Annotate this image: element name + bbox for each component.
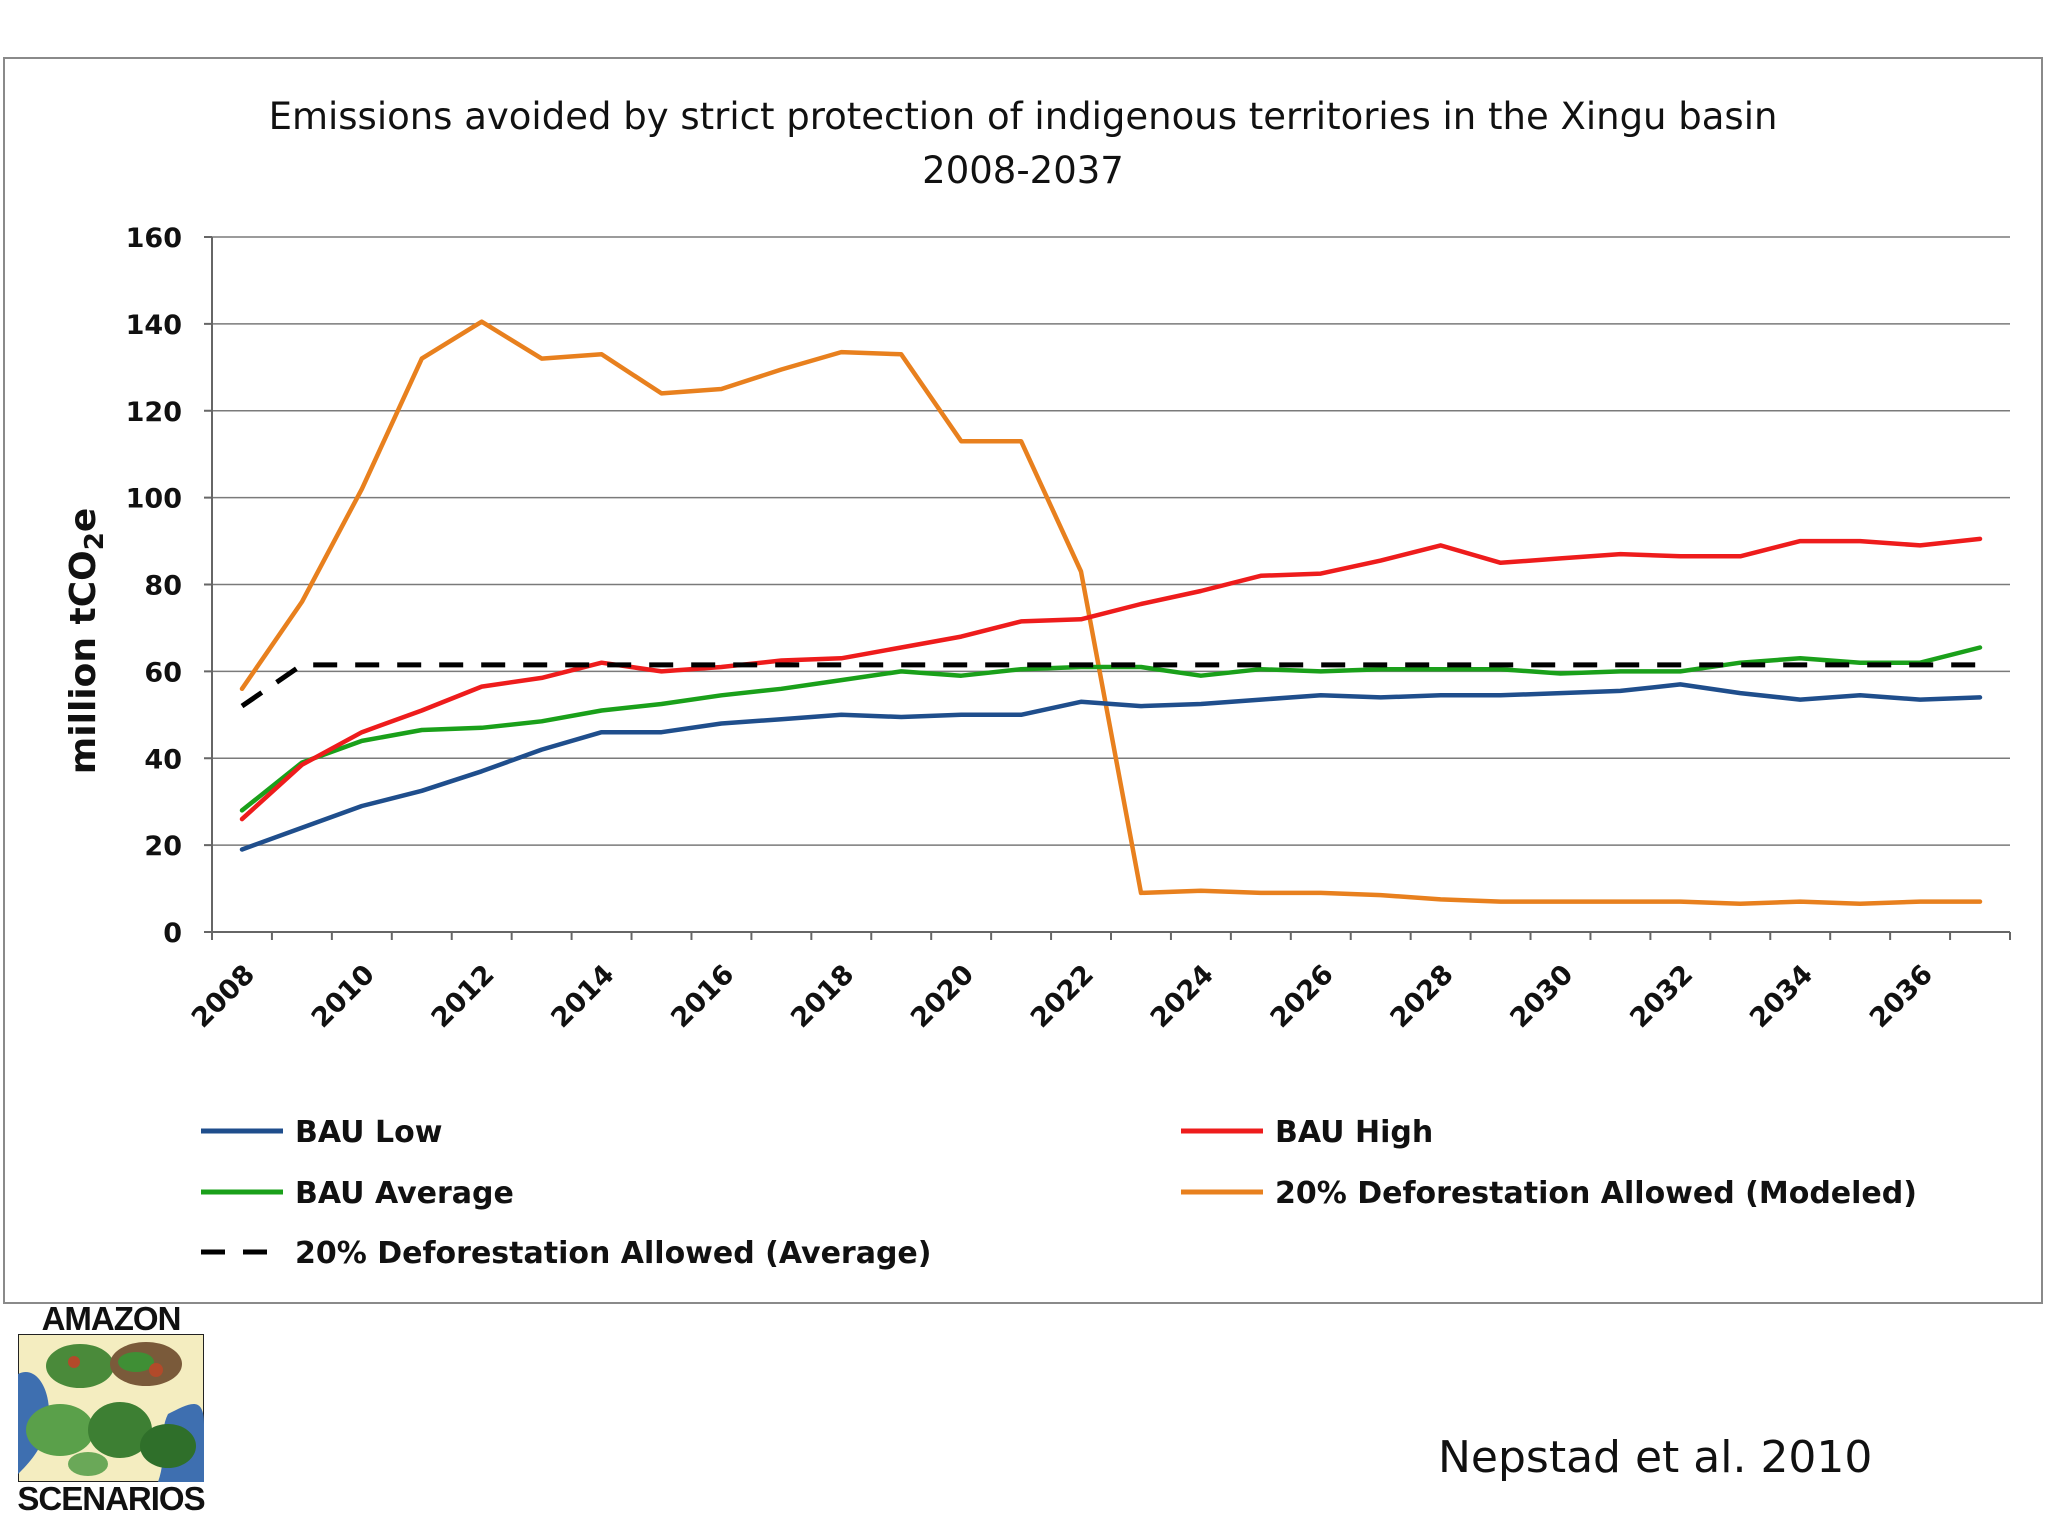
x-tick-label: 2008 (186, 959, 261, 1034)
x-tick-label: 2022 (1025, 959, 1100, 1034)
x-tick-label: 2024 (1145, 959, 1220, 1034)
line-chart: Emissions avoided by strict protection o… (63, 95, 2011, 1271)
series-lines (239, 319, 1983, 907)
y-axis-label: million tCO2e (63, 508, 110, 775)
logo-text-top: AMAZON (41, 1300, 182, 1337)
series-line-20-deforestation-allowed-average (240, 662, 1980, 709)
x-tick-label: 2032 (1624, 959, 1699, 1034)
gridlines (212, 236, 2010, 933)
x-tick-label: 2028 (1385, 959, 1460, 1034)
y-tick-label: 160 (126, 223, 182, 254)
citation: Nepstad et al. 2010 (1438, 1432, 1873, 1483)
x-tick-label: 2018 (785, 959, 860, 1034)
series-line-bau-low (239, 682, 1983, 852)
y-axis-label-main: million tCO (63, 550, 104, 774)
y-tick-label: 140 (126, 310, 182, 341)
legend-label: BAU High (1275, 1115, 1433, 1150)
legend-label: 20% Deforestation Allowed (Average) (295, 1236, 932, 1271)
x-tick-label: 2012 (426, 959, 501, 1034)
legend: BAU Low BAU High BAU Average 20% Deforestat… (201, 1115, 1917, 1271)
y-axis: 0 20 40 60 80 100 120 140 160 (126, 223, 213, 949)
chart-subtitle: 2008-2037 (922, 149, 1124, 192)
y-tick-label: 40 (144, 744, 182, 775)
y-tick-label: 60 (144, 657, 182, 688)
y-tick-label: 80 (144, 571, 182, 602)
x-tick-label: 2014 (545, 959, 620, 1034)
y-tick-label: 100 (126, 484, 182, 515)
logo-text-bottom: SCENARIOS (17, 1480, 205, 1517)
y-tick-label: 20 (144, 831, 182, 862)
y-axis-label-subscript: 2 (80, 532, 110, 550)
legend-label: BAU Average (295, 1176, 514, 1211)
logo-map-icon (18, 1334, 204, 1482)
y-tick-label: 120 (126, 397, 182, 428)
series-line-20-deforestation-allowed-modeled (239, 319, 1983, 907)
x-axis: 2008 2010 2012 2014 2016 2018 2020 2022 2024 2026… (186, 932, 2011, 1034)
x-tick-label: 2010 (306, 959, 381, 1034)
x-tick-label: 2020 (905, 959, 980, 1034)
legend-label: BAU Low (295, 1115, 442, 1150)
x-tick-label: 2026 (1265, 959, 1340, 1034)
series-line-bau-high (239, 536, 1983, 822)
x-tick-label: 2034 (1744, 959, 1819, 1034)
chart-frame: Emissions avoided by strict protection o… (3, 57, 2043, 1304)
amazon-scenarios-logo: AMAZON SCENARIOS (16, 1300, 206, 1520)
legend-label: 20% Deforestation Allowed (Modeled) (1275, 1176, 1917, 1211)
series-line-bau-average (239, 645, 1983, 813)
y-tick-label: 0 (163, 918, 182, 949)
x-tick-label: 2036 (1864, 959, 1939, 1034)
chart-title: Emissions avoided by strict protection o… (269, 95, 1778, 138)
x-tick-label: 2016 (665, 959, 740, 1034)
y-axis-label-end: e (63, 508, 104, 532)
x-tick-label: 2030 (1504, 959, 1579, 1034)
